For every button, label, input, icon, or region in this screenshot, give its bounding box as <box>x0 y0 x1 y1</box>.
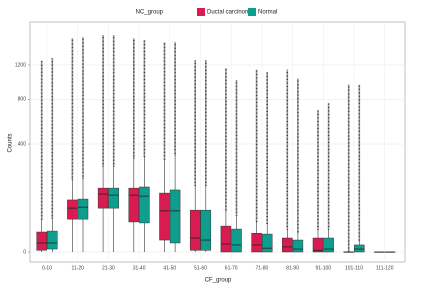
legend-label: Ductal carcinoma <box>207 10 254 16</box>
x-tick-label: 61-70 <box>225 265 238 271</box>
box <box>67 200 77 219</box>
legend-swatch <box>197 8 205 16</box>
box <box>139 187 149 223</box>
box <box>221 226 231 252</box>
x-tick-label: 21-30 <box>102 265 115 271</box>
box <box>109 188 119 208</box>
box <box>282 238 292 252</box>
legend-title: NC_group <box>136 10 164 16</box>
y-axis-label: Counts <box>8 133 14 152</box>
box <box>201 210 211 250</box>
x-tick-label: 91-100 <box>316 265 332 271</box>
x-axis-label: CF_group <box>205 278 232 284</box>
x-tick-label: 41-50 <box>163 265 176 271</box>
x-tick-label: 51-60 <box>194 265 207 271</box>
box <box>324 238 334 252</box>
box <box>78 199 88 219</box>
y-tick-label: 400 <box>18 141 27 147</box>
x-tick-label: 0-10 <box>42 265 52 271</box>
y-tick-label: 1200 <box>15 62 26 68</box>
box <box>252 233 262 252</box>
x-tick-label: 81-90 <box>286 265 299 271</box>
box <box>170 190 180 243</box>
x-tick-label: 111-120 <box>376 265 394 271</box>
legend-label: Normal <box>258 10 277 16</box>
y-tick-label: 0 <box>23 249 26 255</box>
x-tick-label: 71-80 <box>256 265 269 271</box>
box <box>354 245 364 252</box>
box <box>129 188 139 222</box>
box <box>190 210 200 250</box>
y-tick-label: 800 <box>18 97 27 103</box>
box <box>232 229 242 252</box>
x-tick-label: 11-20 <box>71 265 84 271</box>
x-tick-label: 31-40 <box>133 265 146 271</box>
x-tick-label: 101-110 <box>345 265 363 271</box>
box <box>47 231 57 249</box>
legend-swatch <box>248 8 256 16</box>
box <box>160 193 170 240</box>
box <box>293 240 303 252</box>
box <box>37 232 47 250</box>
box <box>262 234 272 252</box>
box <box>98 188 108 208</box>
